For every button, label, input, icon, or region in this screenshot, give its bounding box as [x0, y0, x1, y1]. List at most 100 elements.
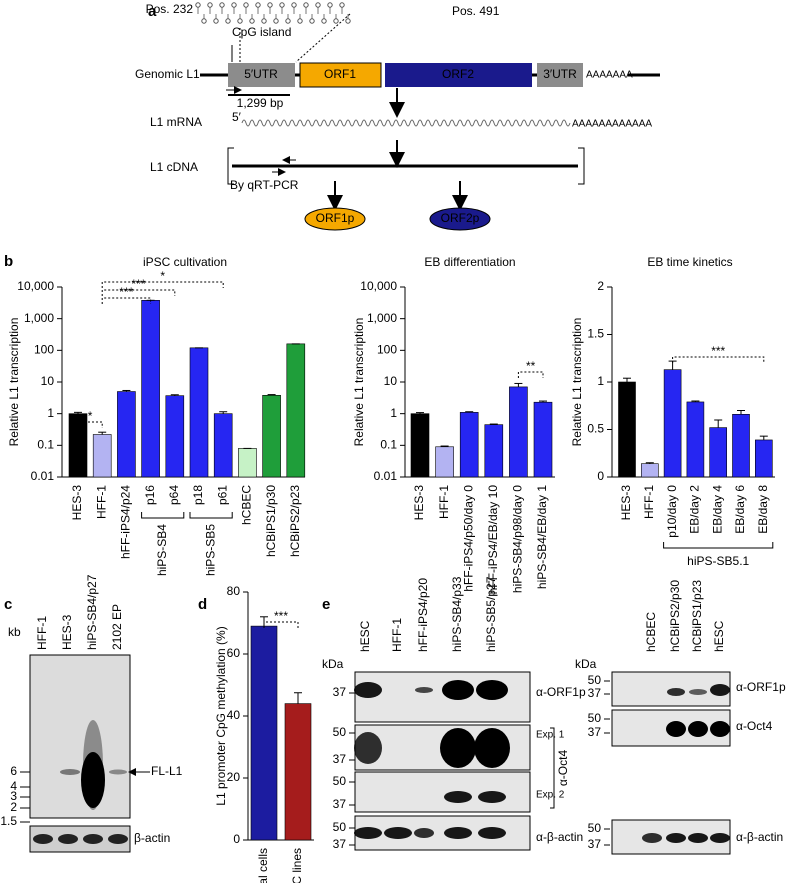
bracket — [227, 147, 234, 185]
bar — [238, 448, 257, 478]
bar — [459, 412, 479, 478]
group-label: hiPS-SB5.1 — [687, 554, 749, 568]
blot — [354, 671, 531, 723]
chart-title: iPSC cultivation — [143, 255, 227, 269]
marker-label: 50 — [588, 711, 602, 725]
x-tick-label: hFF-iPS4/EB/day 10 — [486, 485, 500, 595]
antibody-label: α-ORF1p — [536, 685, 586, 699]
group-label: hiPS-SB4 — [155, 524, 169, 576]
error-bar — [267, 394, 276, 396]
exposure-label: Exp. 1 — [536, 730, 565, 741]
marker-label: 37 — [333, 752, 347, 766]
significance-bracket — [101, 281, 224, 288]
x-tick-label: EB/day 4 — [710, 485, 724, 534]
band — [354, 827, 382, 839]
antibody-label: α-Oct4 — [736, 719, 773, 733]
bar — [484, 424, 504, 478]
bar — [618, 381, 636, 478]
bar — [141, 300, 160, 478]
marker-label: 37 — [588, 725, 602, 739]
y-tick-label: 20 — [227, 770, 241, 784]
bar — [213, 413, 233, 478]
mrna-label: L1 mRNA — [150, 115, 202, 129]
y-tick-label: 0.1 — [37, 438, 54, 452]
utr5-box — [228, 63, 295, 87]
protein-orf2p — [429, 207, 491, 231]
cpg-site — [213, 18, 219, 24]
x-tick-label: HES-3 — [70, 485, 84, 521]
panel-letter: a — [148, 3, 157, 20]
x-tick-label: EB/day 8 — [756, 485, 770, 534]
unit-label: kDa — [575, 657, 597, 671]
blot — [354, 771, 531, 813]
cpg-site — [309, 18, 315, 24]
cpg-site — [339, 2, 345, 8]
lane-label: hiPS-SB5/p27 — [484, 576, 498, 652]
cpg-site — [303, 2, 309, 8]
y-tick-label: 10 — [41, 374, 55, 388]
significance-label: *** — [131, 277, 145, 291]
protein-label: ORF1p — [316, 211, 355, 225]
y-tick-label: 1,000 — [367, 311, 397, 325]
band — [688, 721, 708, 737]
cpg-site — [243, 2, 249, 8]
y-tick-label: 0.1 — [380, 438, 397, 452]
band — [81, 752, 105, 808]
y-tick-label: 1 — [390, 406, 397, 420]
marker-label: 4 — [10, 779, 17, 793]
y-tick-label: 100 — [34, 343, 54, 357]
band — [478, 827, 506, 839]
error-bar — [539, 400, 547, 403]
y-tick-label: 80 — [227, 584, 241, 598]
group-bracket — [663, 542, 774, 549]
lane-label: hCBEC — [644, 612, 658, 652]
marker-label: 50 — [333, 774, 347, 788]
cpg-site — [345, 18, 351, 24]
band — [60, 769, 80, 775]
lane-label: hESC — [712, 620, 726, 652]
panel-letter: d — [198, 596, 207, 613]
cdna-label: L1 cDNA — [150, 160, 198, 174]
x-tick-label: p18 — [191, 485, 205, 505]
bracket — [578, 147, 585, 185]
band — [689, 689, 707, 695]
orf1-label: ORF1 — [324, 67, 356, 81]
y-axis-label: L1 promoter CpG methylation (%) — [214, 626, 228, 805]
cpg-site — [285, 18, 291, 24]
band — [108, 834, 128, 844]
x-tick-label: hiPS-SB4/p98/day 0 — [511, 485, 525, 593]
significance-bracket — [672, 356, 765, 363]
position-label: Pos. 491 — [452, 4, 500, 18]
band — [710, 721, 730, 737]
bar — [754, 439, 773, 478]
method-label: By qRT-PCR — [230, 178, 299, 192]
cpg-site — [273, 18, 279, 24]
error-bar — [260, 616, 268, 627]
genomic-label: Genomic L1 — [135, 67, 200, 81]
x-tick-label: hCBEC — [240, 485, 254, 525]
y-tick-label: 40 — [227, 708, 241, 722]
band-label: FL-L1 — [151, 764, 183, 778]
marker-label: 50 — [588, 821, 602, 835]
y-tick-label: 100 — [377, 343, 397, 357]
antibody-bracket — [550, 727, 555, 809]
marker-label: 37 — [588, 686, 602, 700]
group-bracket — [189, 512, 233, 519]
band — [478, 791, 506, 803]
bar — [262, 395, 281, 478]
marker-label: 6 — [10, 764, 17, 778]
lane-label: hESC — [358, 620, 372, 652]
band — [666, 833, 686, 843]
bar — [533, 401, 553, 478]
bar — [189, 347, 209, 478]
significance-bracket — [101, 297, 152, 304]
bar — [709, 427, 728, 478]
band — [476, 680, 508, 700]
position-label: Pos. 232 — [146, 2, 194, 16]
lane-label: 2102 EP — [110, 604, 124, 650]
band — [710, 684, 730, 696]
cpg-site — [267, 2, 273, 8]
cpg-site — [321, 18, 327, 24]
error-bar — [623, 377, 631, 382]
error-bar — [440, 445, 449, 447]
